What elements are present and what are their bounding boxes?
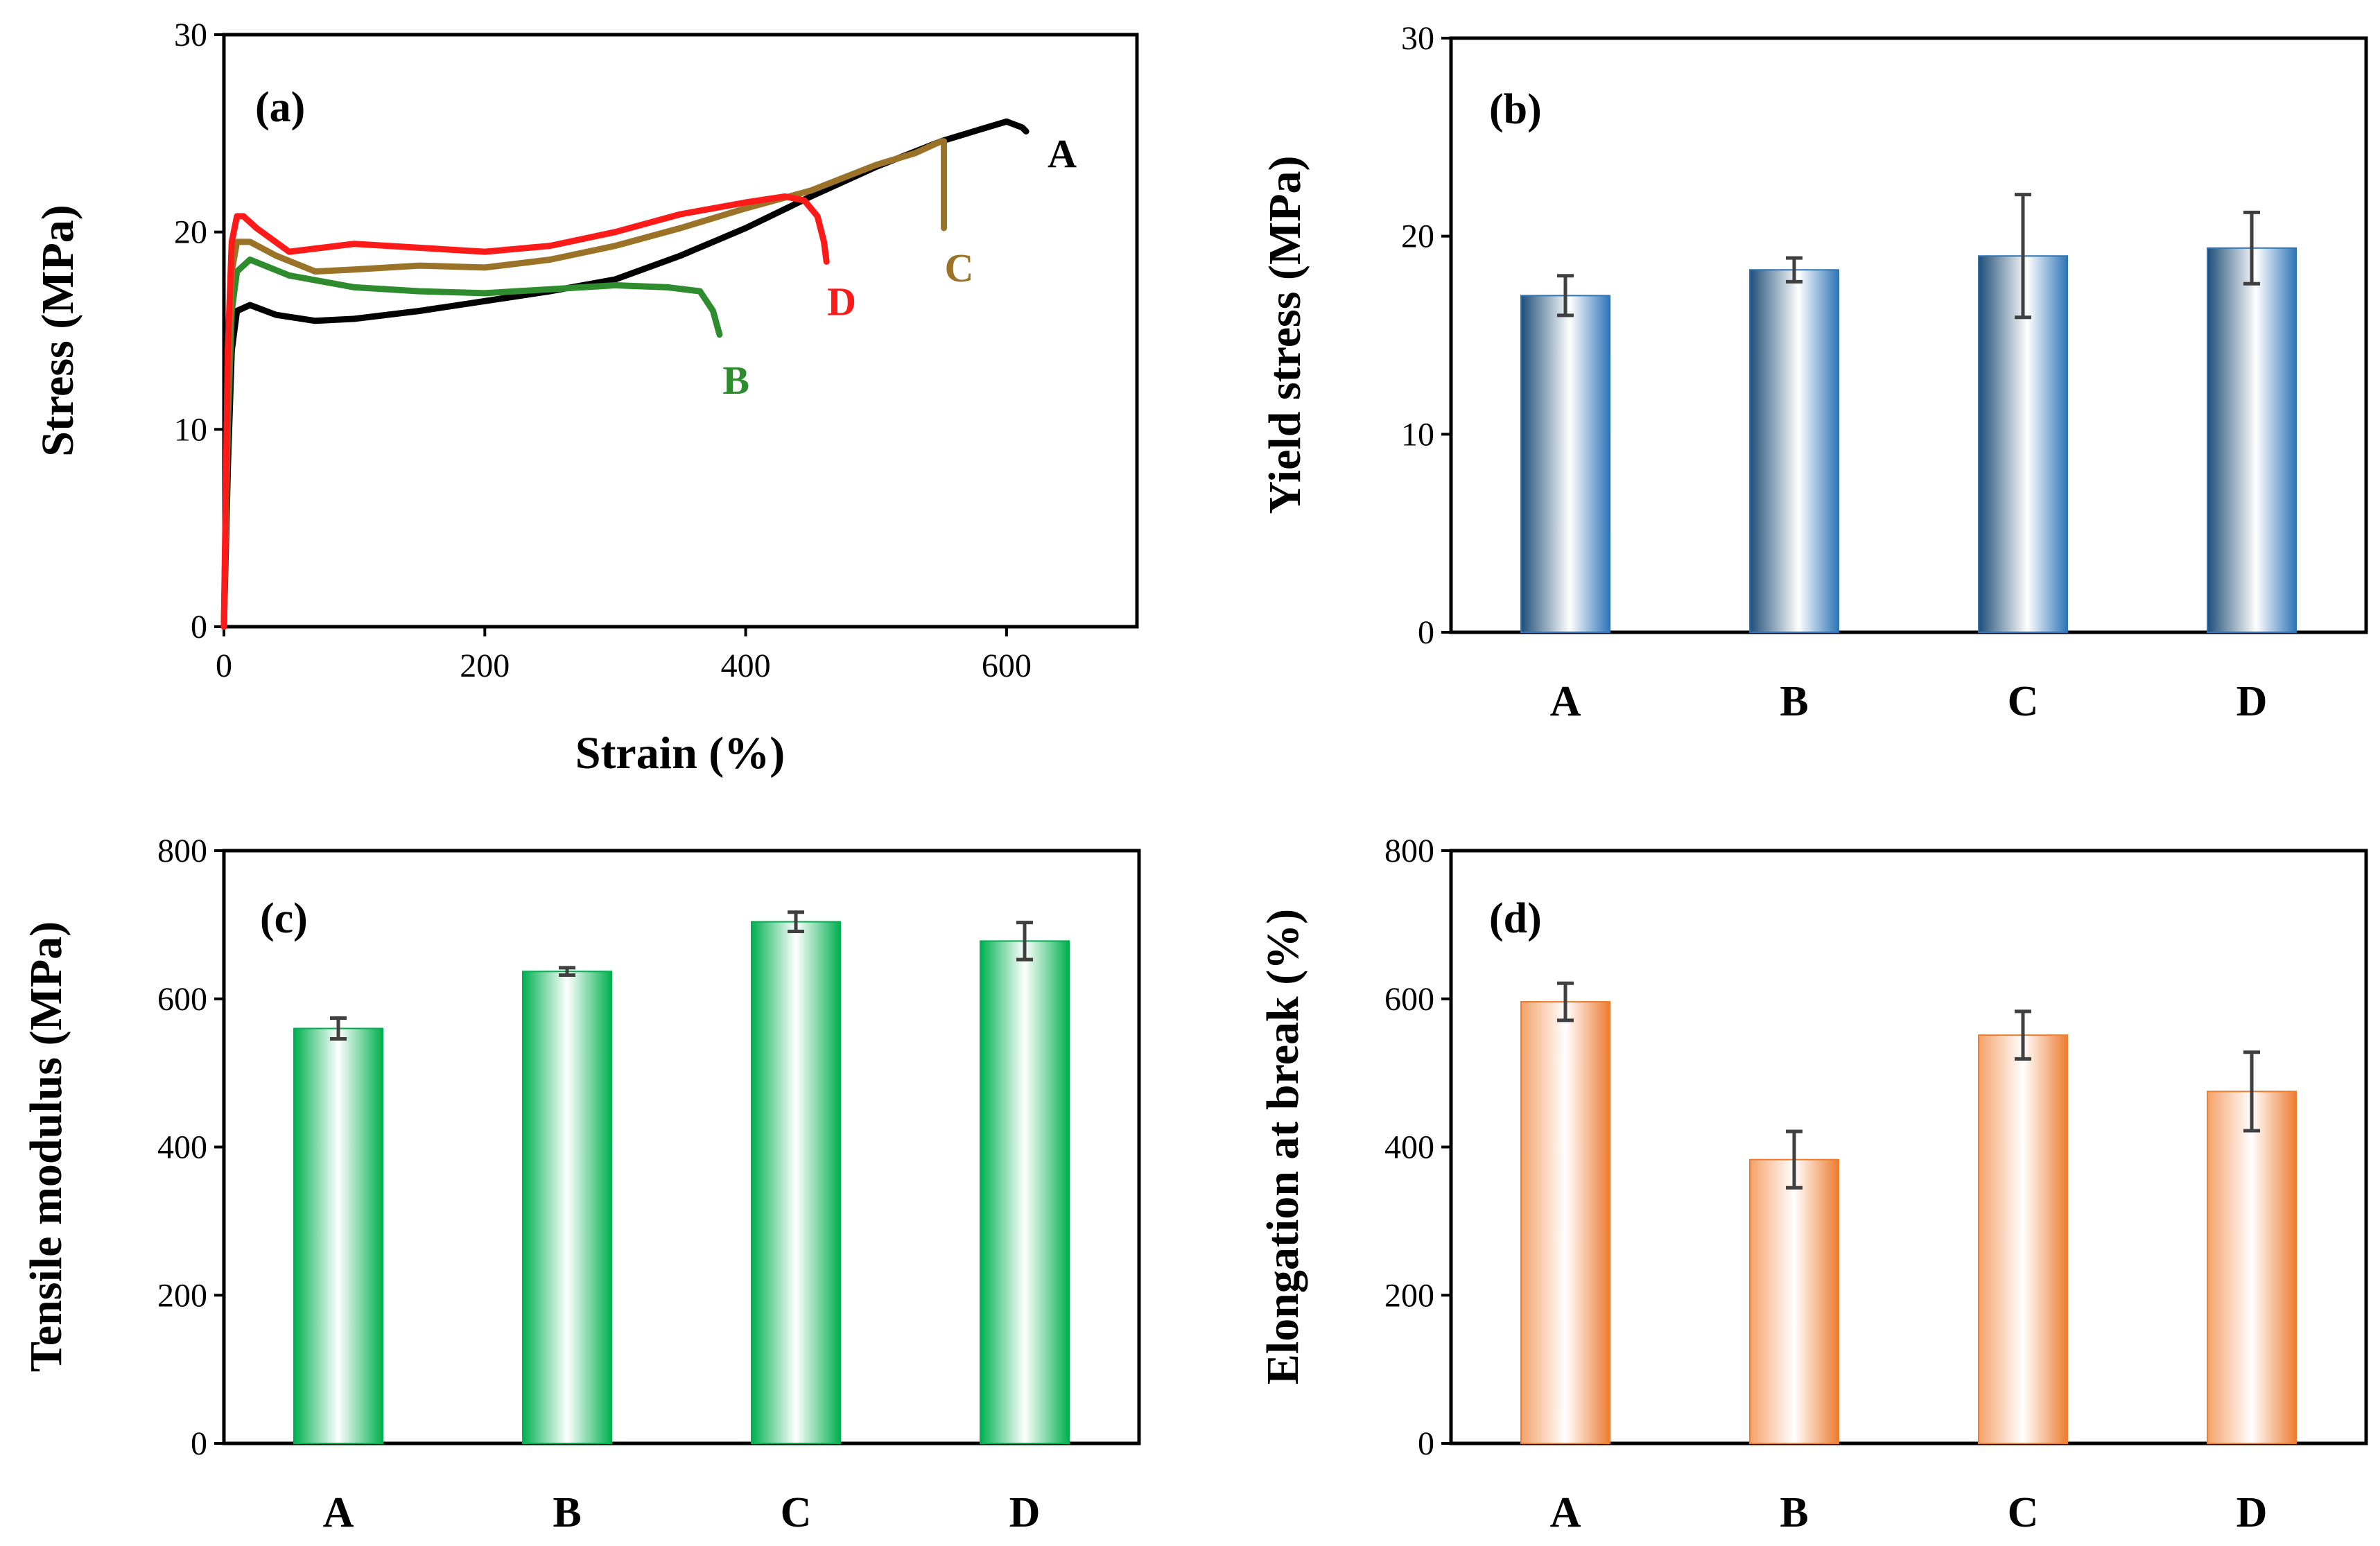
yield-stress-chart: (b) Yield stress (MPa) 0 10 20 30 A B C D [1260, 20, 2368, 725]
y-tick-label: 0 [1418, 1425, 1434, 1462]
y-tick-label: 800 [1384, 833, 1434, 869]
panel-label-b: (b) [1489, 86, 1542, 133]
y-axis-title-a: Stress (MPa) [33, 205, 83, 457]
y-tick-label: 200 [157, 1277, 207, 1314]
x-tick-label: 600 [982, 648, 1032, 684]
bar-A [1520, 295, 1610, 633]
stress-strain-chart: (a) Strain (%) Stress (MPa) 0 10 20 30 0 200 4… [33, 17, 1139, 779]
series-line-D [220, 193, 830, 630]
bar-B [522, 971, 612, 1445]
category-label-C: C [2008, 678, 2039, 725]
series-line-B [220, 257, 723, 630]
panel-label-d: (d) [1489, 895, 1542, 942]
bar-B [1749, 1158, 1839, 1444]
y-tick-label: 800 [157, 833, 207, 869]
curve-label-C: C [944, 245, 973, 290]
bar-A [1520, 1001, 1610, 1444]
y-tick-label: 0 [1418, 614, 1434, 651]
bar-C [1978, 1034, 2068, 1444]
bar-B [1749, 269, 1839, 634]
category-label-A: A [1550, 1489, 1581, 1536]
y-tick-label: 400 [157, 1129, 207, 1166]
elongation-at-break-chart: (d) Elongation at break (%) 0 200 400 600 80… [1258, 833, 2368, 1536]
y-tick-label: 0 [191, 1425, 207, 1462]
y-tick-label: 30 [1401, 20, 1434, 57]
y-tick-label: 600 [1384, 981, 1434, 1018]
category-label-C: C [2008, 1489, 2039, 1536]
category-label-C: C [781, 1489, 812, 1536]
y-tick-label: 200 [1384, 1277, 1434, 1314]
x-tick-label: 200 [460, 648, 510, 684]
plot-frame-a [222, 33, 1139, 629]
series-line-A [220, 118, 1030, 630]
y-tick-label: 20 [174, 214, 207, 251]
x-tick-label: 0 [216, 648, 232, 684]
category-label-B: B [1780, 678, 1808, 725]
y-axis-title-c: Tensile modulus (MPa) [21, 921, 71, 1372]
curve-label-D: D [827, 279, 856, 324]
category-label-B: B [553, 1489, 581, 1536]
y-tick-label: 600 [157, 981, 207, 1018]
y-tick-label: 30 [174, 17, 207, 53]
category-label-B: B [1780, 1489, 1808, 1536]
tensile-modulus-chart: (c) Tensile modulus (MPa) 0200400600800 … [21, 833, 1141, 1536]
y-tick-label: 10 [174, 411, 207, 448]
y-tick-label: 0 [191, 609, 207, 645]
category-label-A: A [323, 1489, 354, 1536]
category-label-D: D [2236, 1489, 2268, 1536]
bar-D [2207, 1091, 2297, 1444]
y-axis-title-d: Elongation at break (%) [1258, 909, 1308, 1384]
bar-D [2207, 247, 2297, 634]
x-axis-title-a: Strain (%) [575, 728, 785, 779]
curve-label-B: B [722, 358, 749, 403]
panel-label-c: (c) [260, 895, 308, 942]
x-tick-label: 400 [721, 648, 771, 684]
y-tick-label: 400 [1384, 1129, 1434, 1166]
plot-frame-b [1449, 36, 2368, 634]
panel-label-a: (a) [255, 84, 305, 131]
y-axis-title-b: Yield stress (MPa) [1260, 156, 1310, 514]
bar-A [293, 1027, 383, 1444]
series-line-C [220, 138, 947, 630]
y-tick-label: 10 [1401, 416, 1434, 453]
bar-D [980, 940, 1070, 1444]
bar-C [751, 921, 841, 1444]
category-label-D: D [1009, 1489, 1041, 1536]
y-tick-label: 20 [1401, 218, 1434, 255]
curve-label-A: A [1048, 131, 1077, 176]
category-label-A: A [1550, 678, 1581, 725]
category-label-D: D [2236, 678, 2268, 725]
